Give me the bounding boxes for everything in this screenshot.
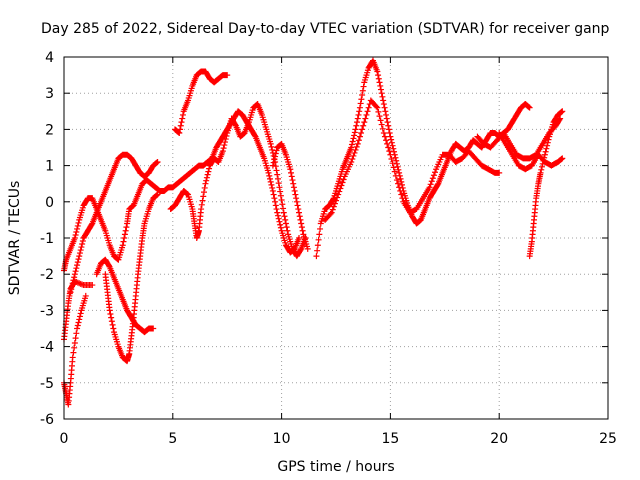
y-tick-label: -1 (40, 231, 54, 247)
data-point-markers (313, 57, 533, 260)
data-point-markers (67, 151, 161, 296)
series-track-12 (474, 115, 564, 162)
data-point-markers (496, 130, 566, 173)
data-point-markers (171, 68, 231, 137)
y-tick-label: 2 (45, 122, 54, 138)
axis-ticks: 0 5 10 15 20 25 -6 -5 -4 -3 -2 -1 0 1 2 3 4 (40, 50, 617, 447)
series-track-10 (313, 57, 533, 260)
data-point-markers (93, 256, 157, 336)
data-point-markers (322, 97, 503, 223)
x-tick-label: 15 (381, 431, 399, 447)
series-track-4 (67, 151, 161, 296)
y-tick-label: -2 (40, 267, 54, 283)
x-tick-label: 0 (60, 431, 69, 447)
y-tick-label: -6 (40, 412, 54, 428)
x-axis-label: GPS time / hours (277, 459, 394, 475)
y-tick-label: -4 (40, 340, 54, 356)
grid-lines (64, 57, 608, 419)
x-tick-label: 5 (168, 431, 177, 447)
data-point-markers (474, 115, 564, 162)
x-tick-label: 25 (599, 431, 617, 447)
data-point-markers (167, 101, 309, 260)
data-point-markers (526, 108, 566, 260)
series-track-7 (171, 68, 231, 137)
series-track-8 (167, 101, 309, 260)
y-tick-label: -3 (40, 303, 54, 319)
series-track-6 (102, 191, 161, 365)
y-tick-label: -5 (40, 376, 54, 392)
y-axis-label: SDTVAR / TECUs (7, 181, 23, 296)
x-tick-label: 10 (273, 431, 291, 447)
data-point-markers (102, 191, 161, 365)
y-tick-label: 3 (45, 86, 54, 102)
y-tick-label: 1 (45, 159, 54, 175)
series-track-11 (322, 97, 503, 223)
series-track-9 (269, 140, 311, 252)
series-track-14 (526, 108, 566, 260)
y-tick-label: 4 (45, 50, 54, 66)
data-points (61, 57, 566, 408)
x-tick-label: 20 (490, 431, 508, 447)
data-point-markers (269, 140, 311, 252)
series-track-13 (496, 130, 566, 173)
series-track-5 (93, 256, 157, 336)
chart-title: Day 285 of 2022, Sidereal Day-to-day VTE… (41, 21, 610, 37)
y-tick-label: 0 (45, 195, 54, 211)
